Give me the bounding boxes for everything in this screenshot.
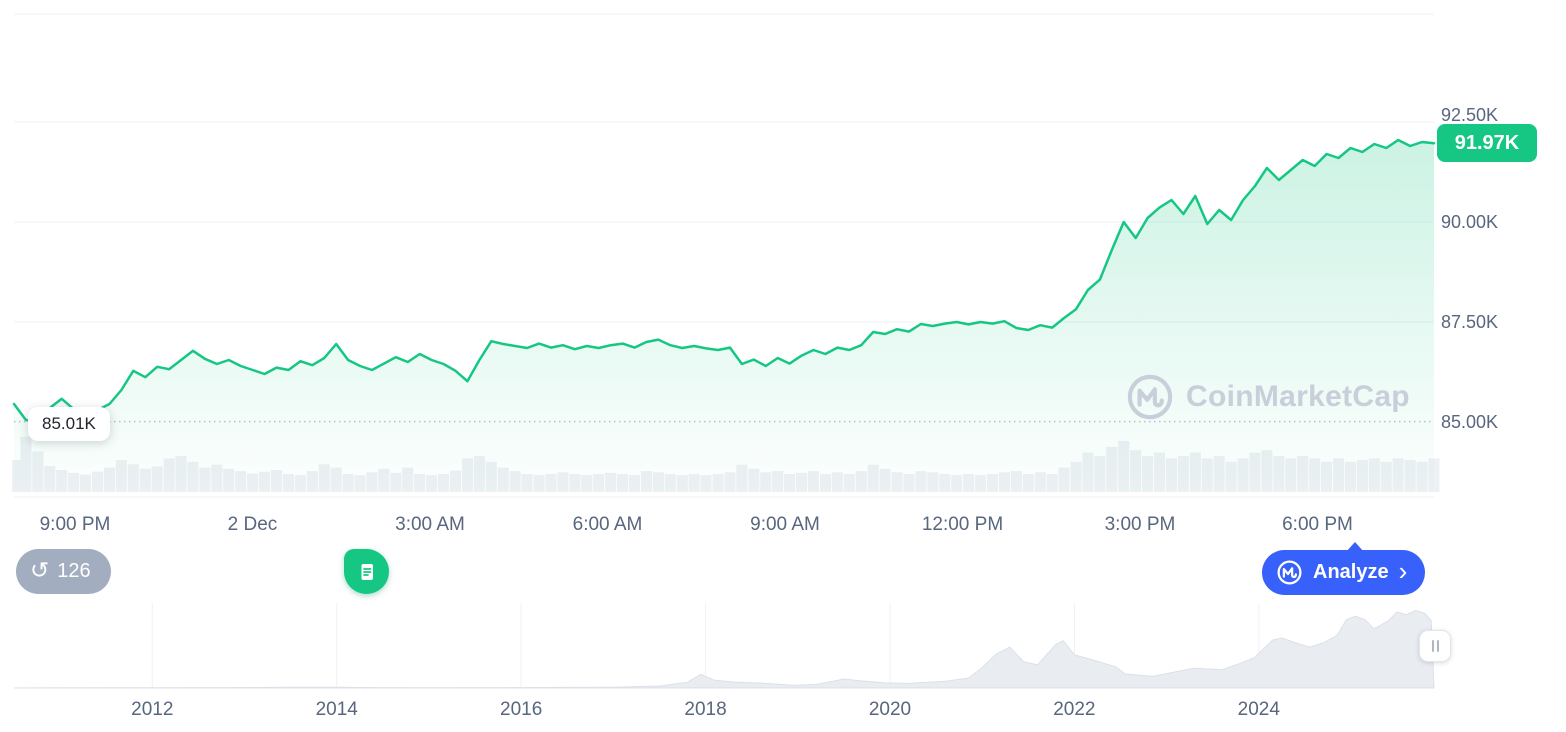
y-tick-label: 90.00K <box>1441 212 1499 232</box>
year-tick-label: 2012 <box>131 699 174 720</box>
y-tick-label: 85.00K <box>1441 412 1499 432</box>
price-area <box>14 140 1434 492</box>
history-brush-chart[interactable] <box>0 601 1566 693</box>
year-tick-label: 2016 <box>500 699 543 720</box>
analyze-label: Analyze <box>1313 561 1389 583</box>
x-tick-label: 12:00 PM <box>921 514 1004 535</box>
y-tick-label: 87.50K <box>1441 312 1499 332</box>
x-tick-label: 9:00 AM <box>750 514 820 535</box>
watermark: CoinMarketCap <box>1125 372 1410 422</box>
year-tick-label: 2014 <box>315 699 358 720</box>
x-tick-label: 3:00 PM <box>1104 514 1176 535</box>
year-tick-label: 2020 <box>868 699 912 720</box>
history-area <box>13 609 1435 689</box>
x-tick-label: 2 Dec <box>227 514 278 535</box>
price-line <box>12 138 1436 423</box>
current-price-badge: 91.97K <box>1437 124 1537 162</box>
coinmarketcap-logo-icon <box>1277 560 1302 585</box>
handle-grip-bar <box>1436 640 1439 652</box>
x-tick-label: 6:00 PM <box>1282 514 1353 535</box>
history-count-badge[interactable]: ↺ 126 <box>16 549 111 594</box>
document-icon <box>361 563 373 580</box>
year-tick-label: 2024 <box>1237 699 1280 720</box>
x-tick-label: 3:00 AM <box>395 514 465 535</box>
history-icon: ↺ <box>30 557 50 583</box>
y-tick-label: 92.50K <box>1441 105 1499 125</box>
brush-handle[interactable] <box>1419 630 1451 662</box>
analyze-pointer <box>1346 542 1364 552</box>
history-count: 126 <box>57 560 91 582</box>
year-tick-label: 2022 <box>1053 699 1096 720</box>
handle-grip-bar <box>1431 640 1434 652</box>
chevron-right-icon: › <box>1398 555 1408 586</box>
low-price-label: 85.01K <box>28 407 110 441</box>
analyze-button[interactable]: Analyze › <box>1262 550 1426 595</box>
year-tick-label: 2018 <box>684 699 727 720</box>
news-event-marker-button[interactable] <box>344 549 389 594</box>
x-tick-label: 6:00 AM <box>572 514 643 535</box>
x-tick-label: 9:00 PM <box>39 514 111 535</box>
watermark-text: CoinMarketCap <box>1186 380 1410 413</box>
coinmarketcap-logo-icon <box>1127 374 1173 420</box>
main-price-chart[interactable] <box>0 0 1566 505</box>
